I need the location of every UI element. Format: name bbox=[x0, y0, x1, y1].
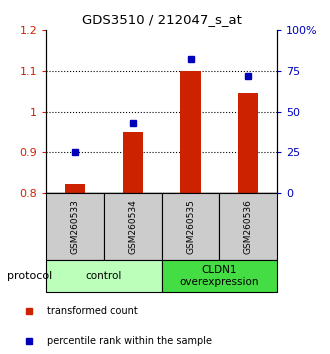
Bar bbox=[65, 184, 85, 193]
Text: transformed count: transformed count bbox=[47, 306, 138, 316]
Title: GDS3510 / 212047_s_at: GDS3510 / 212047_s_at bbox=[82, 13, 242, 26]
Text: GSM260535: GSM260535 bbox=[186, 199, 195, 254]
Text: protocol: protocol bbox=[7, 271, 52, 281]
Bar bbox=[219, 193, 277, 260]
Bar bbox=[104, 193, 162, 260]
Text: CLDN1
overexpression: CLDN1 overexpression bbox=[180, 265, 259, 287]
Bar bbox=[162, 260, 277, 292]
Text: GSM260534: GSM260534 bbox=[128, 199, 137, 254]
Bar bbox=[46, 260, 162, 292]
Text: percentile rank within the sample: percentile rank within the sample bbox=[47, 336, 212, 346]
Bar bbox=[162, 193, 219, 260]
Text: control: control bbox=[86, 271, 122, 281]
Bar bbox=[123, 132, 143, 193]
Bar bbox=[238, 93, 258, 193]
Bar bbox=[46, 193, 104, 260]
Bar bbox=[181, 71, 201, 193]
Text: GSM260536: GSM260536 bbox=[244, 199, 253, 254]
Text: GSM260533: GSM260533 bbox=[71, 199, 80, 254]
